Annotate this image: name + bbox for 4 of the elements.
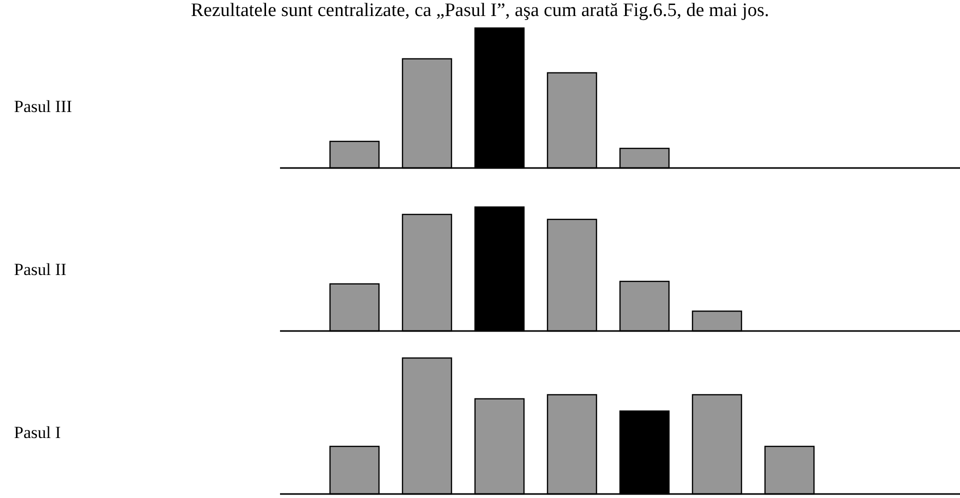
y-axis-title: Pasul I — [14, 423, 62, 442]
y-axis-title: Pasul II — [14, 260, 67, 279]
text: Rezultatele sunt centralizate, ca „Pasul I”, aşa cum arată Fig.6.5, de mai jos. — [190, 0, 770, 21]
y-axis-title: Pasul III — [14, 97, 72, 116]
